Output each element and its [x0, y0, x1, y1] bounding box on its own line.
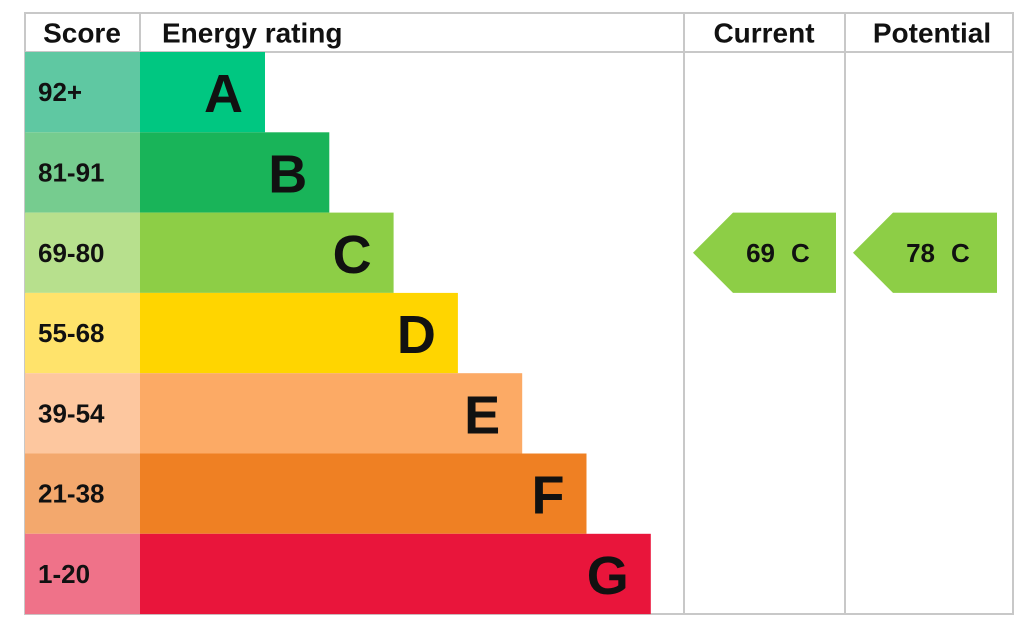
header-rating: Energy rating [162, 18, 342, 49]
score-label: 92+ [38, 77, 82, 107]
current-letter: C [791, 238, 810, 268]
rating-letter: E [464, 385, 500, 445]
rating-letter: C [333, 225, 372, 285]
score-label: 21-38 [38, 479, 105, 509]
potential-value: 78 [906, 238, 935, 268]
score-label: 69-80 [38, 238, 105, 268]
current-arrow [693, 212, 836, 293]
score-cell [25, 52, 140, 133]
score-cell [25, 533, 140, 615]
score-label: 1-20 [38, 559, 90, 589]
score-cell [25, 373, 140, 454]
potential-letter: C [951, 238, 970, 268]
rating-letter: B [268, 144, 307, 204]
potential-arrow [853, 212, 997, 293]
rating-letter: F [532, 466, 565, 526]
rating-letter: G [587, 546, 629, 606]
score-cell [25, 292, 140, 374]
rating-bar [140, 373, 523, 454]
rating-letter: A [204, 64, 243, 124]
score-label: 39-54 [38, 398, 105, 428]
rating-bar [140, 533, 651, 615]
rating-bar [140, 292, 458, 374]
rating-letter: D [397, 305, 436, 365]
header-current: Current [713, 18, 814, 49]
score-label: 81-91 [38, 157, 105, 187]
rating-bar [140, 453, 587, 534]
header-score: Score [43, 18, 121, 49]
rating-bar [140, 212, 394, 293]
rating-bar [140, 52, 265, 133]
current-value: 69 [746, 238, 775, 268]
score-cell [25, 132, 140, 213]
score-cell [25, 453, 140, 534]
score-cell [25, 212, 140, 293]
score-label: 55-68 [38, 318, 105, 348]
rating-bar [140, 132, 330, 213]
header-potential: Potential [873, 18, 991, 49]
